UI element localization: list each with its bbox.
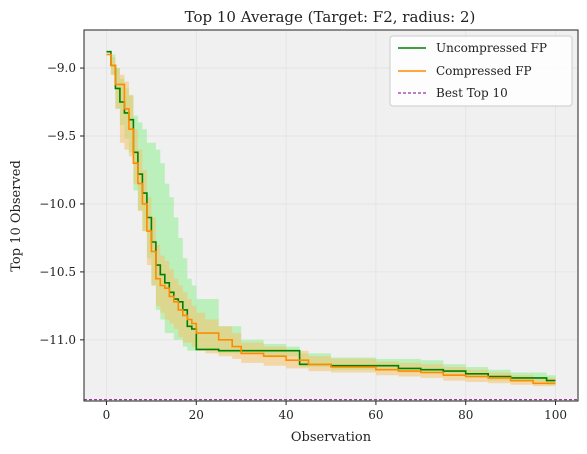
legend-label-best: Best Top 10 bbox=[436, 86, 508, 100]
plot-frame bbox=[83, 29, 579, 402]
legend-label-compressed: Compressed FP bbox=[436, 64, 532, 78]
y-tick-label: −11.0 bbox=[39, 333, 76, 347]
x-tick-label: 100 bbox=[544, 408, 567, 422]
series-lines bbox=[84, 50, 578, 401]
y-tick-label: −9.5 bbox=[47, 129, 76, 143]
x-tick-label: 40 bbox=[278, 408, 293, 422]
y-tick-label: −9.0 bbox=[47, 61, 76, 75]
line-uncompressed bbox=[106, 50, 556, 382]
y-axis-label: Top 10 Observed bbox=[9, 160, 24, 272]
y-tick-label: −10.0 bbox=[39, 197, 76, 211]
line-compressed bbox=[106, 53, 556, 385]
y-axis-ticks: −11.0 −10.5 −10.0 −9.5 −9.0 bbox=[39, 61, 84, 347]
chart-title: Top 10 Average (Target: F2, radius: 2) bbox=[185, 8, 476, 26]
x-tick-label: 20 bbox=[189, 408, 204, 422]
legend: Uncompressed FP Compressed FP Best Top 1… bbox=[389, 35, 573, 107]
x-tick-label: 0 bbox=[103, 408, 111, 422]
legend-box bbox=[389, 35, 573, 107]
legend-label-uncompressed: Uncompressed FP bbox=[436, 41, 547, 55]
x-tick-label: 80 bbox=[458, 408, 473, 422]
x-tick-label: 60 bbox=[368, 408, 383, 422]
x-axis-label: Observation bbox=[291, 430, 372, 445]
x-axis-ticks: 0 20 40 60 80 100 bbox=[103, 401, 567, 422]
y-tick-label: −10.5 bbox=[39, 265, 76, 279]
